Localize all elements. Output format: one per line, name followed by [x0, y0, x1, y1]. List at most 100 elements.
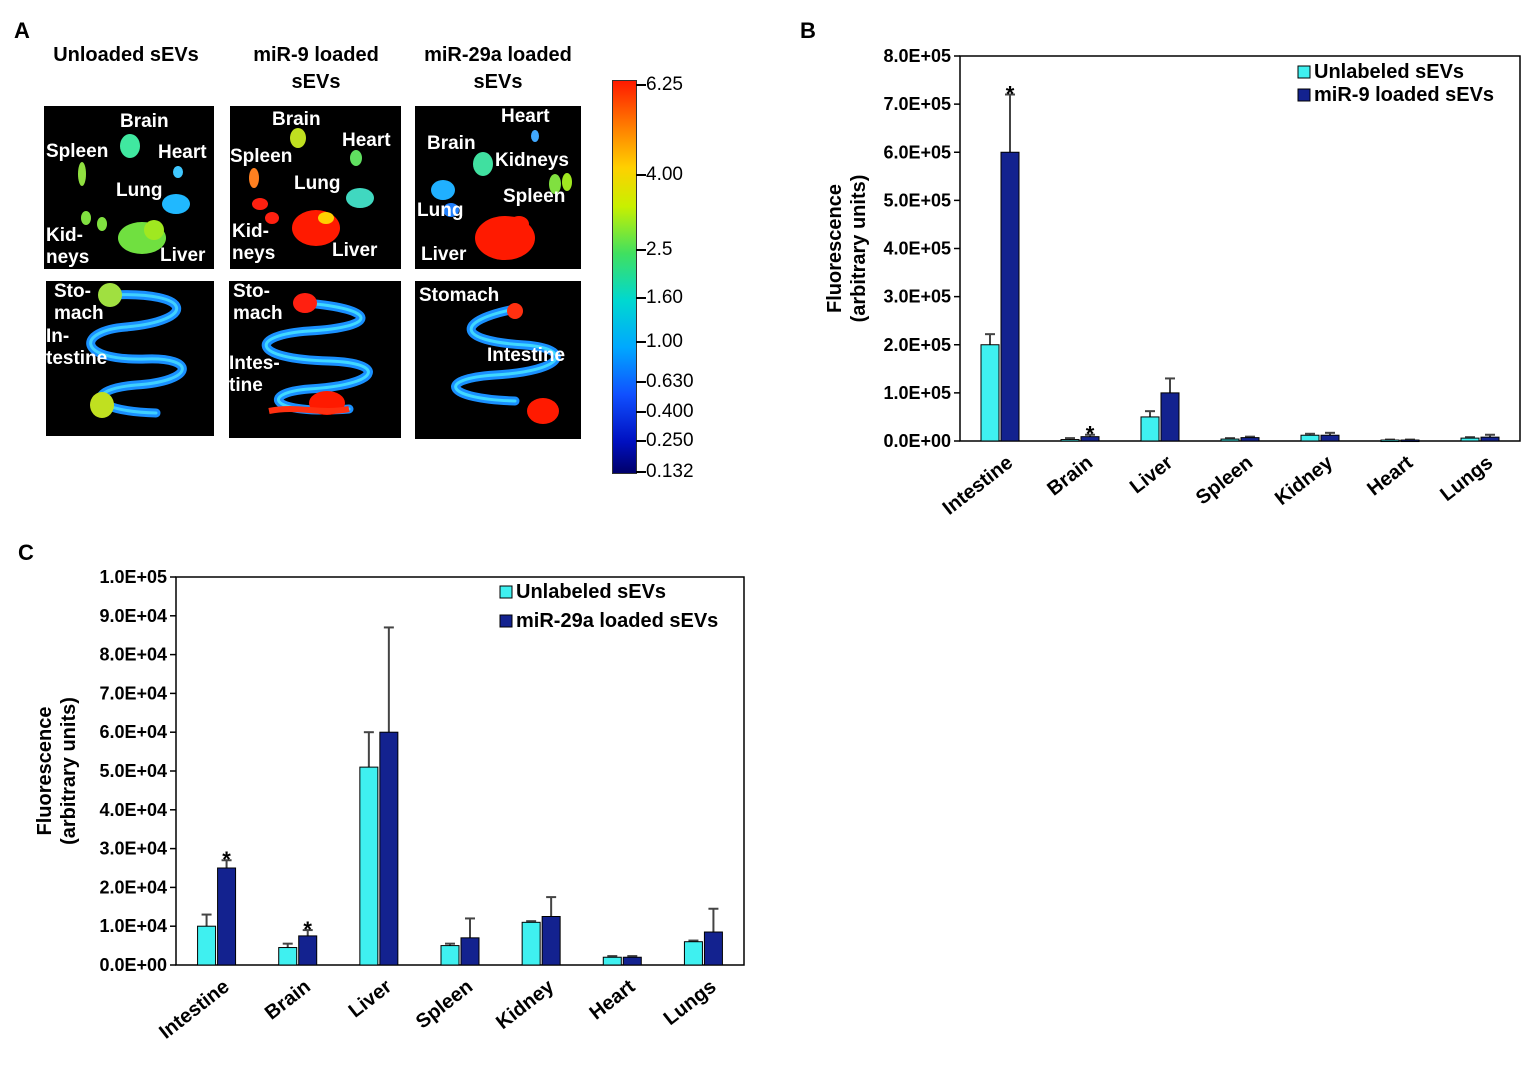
- bar: [541, 916, 561, 966]
- gi-heatmap-mir29a: [451, 303, 561, 424]
- colorbar-tick-label: 1.00: [646, 331, 683, 352]
- y-tick-label: 2.0E+04: [99, 877, 167, 897]
- x-tick-label: Brain: [261, 976, 315, 1025]
- organ-label: Heart: [501, 106, 550, 127]
- organ-label: Sto- mach: [54, 281, 104, 324]
- organ-label: Liver: [160, 245, 206, 266]
- y-axis-label-line: Fluorescence: [34, 707, 56, 836]
- bar: [1460, 437, 1480, 442]
- organ-label: Spleen: [230, 146, 293, 167]
- bar: [602, 956, 622, 966]
- organ-label: Lung: [417, 200, 464, 221]
- colorbar-tick-label: 1.60: [646, 287, 683, 308]
- organ-label: Kid- neys: [232, 221, 276, 264]
- image-mir9-gi-tract: Sto- mach Intes- tine: [229, 281, 401, 438]
- y-axis-label: Fluorescence (arbitrary units): [824, 175, 870, 323]
- image-unloaded-organs: Brain Spleen Heart Lung Kid- neys Liver: [44, 106, 214, 269]
- bar: [1400, 439, 1420, 443]
- significance-mark: *: [222, 847, 231, 872]
- y-tick-label: 5.0E+05: [883, 190, 951, 210]
- y-tick-label: 5.0E+04: [99, 761, 167, 781]
- bar: [1380, 439, 1400, 443]
- colorbar-tick-mark: [636, 249, 646, 251]
- bar: [622, 956, 642, 966]
- organ-heatmap-unloaded: [78, 134, 190, 254]
- organ-label: Brain: [427, 133, 476, 154]
- organ-label: Brain: [272, 109, 321, 130]
- colorbar-tick-mark: [636, 341, 646, 343]
- image-unloaded-gi-tract: Sto- mach In- testine: [46, 281, 214, 436]
- organ-label: Kid- neys: [46, 225, 90, 268]
- x-tick-label: Lungs: [660, 976, 721, 1030]
- y-tick-label: 1.0E+05: [883, 383, 951, 403]
- organ-label: Heart: [158, 142, 207, 163]
- bar: [703, 931, 723, 966]
- bar: [683, 941, 703, 966]
- x-tick-label: Spleen: [1192, 452, 1257, 510]
- significance-mark: *: [303, 917, 312, 942]
- y-axis-label: Fluorescence (arbitrary units): [34, 697, 80, 845]
- legend-label: Unlabeled sEVs: [516, 581, 666, 603]
- y-tick-label: 0.0E+00: [883, 431, 951, 451]
- bar: [1480, 436, 1500, 442]
- colorbar-tick-mark: [636, 381, 646, 383]
- legend-swatch: [499, 614, 513, 628]
- y-tick-label: 0.0E+00: [99, 955, 167, 975]
- organ-label: In- testine: [46, 326, 108, 369]
- y-tick-label: 6.0E+05: [883, 142, 951, 162]
- gi-heatmap-unloaded: [86, 283, 187, 418]
- colorbar-tick-mark: [636, 174, 646, 176]
- bar: [1140, 416, 1160, 442]
- legend-swatch: [1297, 88, 1311, 102]
- legend-label: miR-29a loaded sEVs: [516, 610, 718, 632]
- colorbar-tick-mark: [636, 440, 646, 442]
- x-tick-label: Brain: [1043, 452, 1097, 501]
- organ-label: Stomach: [419, 285, 500, 306]
- y-tick-label: 8.0E+05: [883, 46, 951, 66]
- colorbar-tick-mark: [636, 84, 646, 86]
- organ-label: Lung: [294, 173, 341, 194]
- legend-label: Unlabeled sEVs: [1314, 61, 1464, 83]
- x-tick-label: Lungs: [1436, 452, 1497, 506]
- organ-label: Brain: [120, 111, 169, 132]
- y-tick-label: 4.0E+05: [883, 239, 951, 259]
- organ-label: Intes- tine: [229, 353, 280, 396]
- bar: [1300, 434, 1320, 442]
- bar: [379, 731, 399, 966]
- panel-label-c: C: [18, 540, 34, 565]
- y-tick-label: 7.0E+04: [99, 683, 167, 703]
- colorbar-tick-label: 4.00: [646, 164, 683, 185]
- organ-label: Lung: [116, 180, 163, 201]
- y-tick-label: 3.0E+04: [99, 839, 167, 859]
- y-tick-label: 1.0E+05: [99, 567, 167, 587]
- bar: [1000, 151, 1020, 442]
- bar: [1060, 439, 1080, 442]
- bar: [521, 921, 541, 966]
- plot-frame: [959, 55, 1521, 442]
- bar: [217, 867, 237, 966]
- organ-label: Liver: [421, 244, 467, 265]
- significance-mark: *: [1006, 82, 1015, 107]
- image-mir29a-organs: Heart Brain Kidneys Spleen Lung Liver: [415, 106, 581, 269]
- organ-label: Sto- mach: [233, 281, 283, 324]
- chart-b: 0.0E+00 1.0E+05 2.0E+05 3.0E+05 4.0E+05 5.0E+…: [824, 46, 1521, 520]
- colorbar-tick-label: 0.630: [646, 371, 694, 392]
- legend-label: miR-9 loaded sEVs: [1314, 84, 1494, 106]
- y-axis-label-line: (arbitrary units): [848, 175, 870, 323]
- organ-label: Liver: [332, 240, 378, 261]
- organ-heatmap-mir29a: [431, 130, 572, 260]
- bar: [298, 935, 318, 966]
- colorbar-tick-label: 0.400: [646, 401, 694, 422]
- bar: [1240, 437, 1260, 442]
- bar: [1320, 434, 1340, 442]
- organ-label: Heart: [342, 130, 391, 151]
- bar: [197, 925, 217, 966]
- chart-c: 0.0E+00 1.0E+04 2.0E+04 3.0E+04 4.0E+04 5.0E+…: [34, 567, 745, 1044]
- significance-mark: *: [1086, 422, 1095, 447]
- organ-label: Kidneys: [495, 150, 569, 171]
- colorbar-tick-label: 0.132: [646, 461, 694, 482]
- legend-swatch: [499, 585, 513, 599]
- organ-label: Spleen: [503, 186, 566, 207]
- x-tick-label: Heart: [586, 975, 640, 1024]
- organ-heatmap-mir9: [249, 128, 374, 246]
